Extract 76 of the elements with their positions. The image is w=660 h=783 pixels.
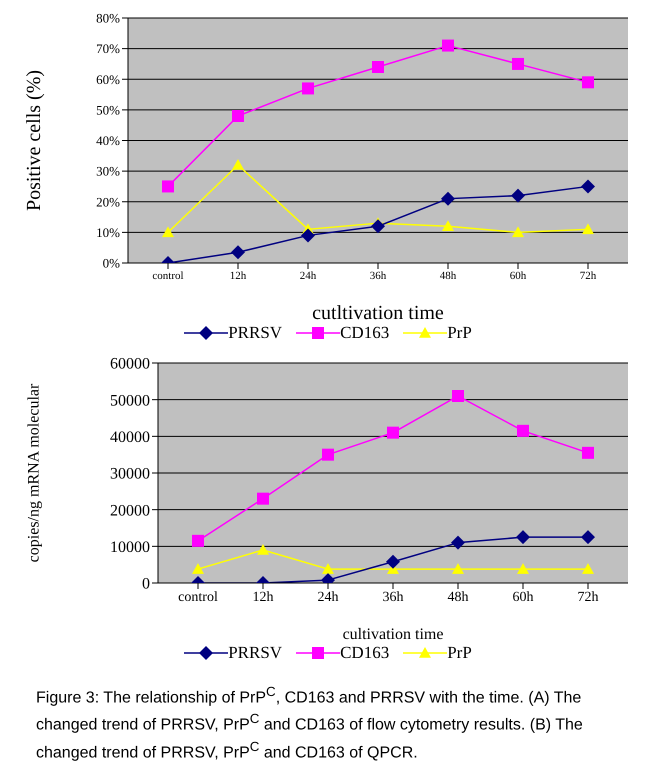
point bbox=[452, 390, 464, 402]
y-tick-label: 60% bbox=[96, 72, 120, 87]
point bbox=[512, 226, 524, 238]
x-tick-label: 24h bbox=[318, 590, 338, 605]
x-tick-label: 36h bbox=[370, 270, 387, 282]
point bbox=[257, 544, 269, 555]
point bbox=[192, 563, 204, 574]
point bbox=[582, 223, 594, 234]
x-tick-label: 24h bbox=[300, 270, 317, 282]
point bbox=[442, 40, 454, 52]
x-tick-label: 48h bbox=[440, 270, 457, 282]
point bbox=[232, 110, 244, 122]
x-tick-label: 60h bbox=[512, 590, 534, 605]
x-tick-label: 72h bbox=[578, 590, 598, 605]
point bbox=[517, 424, 529, 437]
point bbox=[512, 58, 524, 70]
x-tick-label: 36h bbox=[382, 590, 404, 605]
x-tick-label: 60h bbox=[510, 270, 527, 282]
y-tick-label: 20% bbox=[96, 194, 120, 210]
point bbox=[387, 426, 399, 439]
y-axis-title: copies/ng mRNA molecular bbox=[26, 383, 43, 562]
point bbox=[322, 563, 334, 574]
point bbox=[582, 446, 594, 459]
y-tick-label: 10% bbox=[96, 224, 120, 240]
point bbox=[511, 188, 525, 203]
point bbox=[302, 82, 314, 94]
legend-label: PrP bbox=[447, 643, 472, 663]
x-axis-title: cutltivation time bbox=[312, 302, 444, 324]
y-tick-label: 50% bbox=[96, 102, 120, 118]
y-tick-label: 30000 bbox=[110, 466, 150, 483]
x-tick-label: 72h bbox=[580, 270, 597, 282]
legend-label: PRRSV bbox=[228, 643, 282, 663]
point bbox=[371, 219, 385, 234]
point bbox=[372, 61, 384, 73]
legend-label: CD163 bbox=[340, 323, 390, 343]
point bbox=[162, 180, 174, 192]
point bbox=[452, 563, 464, 574]
point bbox=[231, 245, 245, 260]
x-tick-label: 12h bbox=[230, 270, 247, 282]
x-tick-label: control bbox=[178, 590, 218, 605]
y-tick-label: 80% bbox=[96, 10, 120, 26]
point bbox=[386, 554, 400, 569]
point bbox=[322, 448, 334, 461]
y-tick-label: 50000 bbox=[110, 392, 150, 410]
point bbox=[582, 563, 594, 574]
point bbox=[581, 179, 595, 194]
point bbox=[516, 530, 530, 544]
point bbox=[517, 563, 529, 574]
y-tick-label: 40000 bbox=[110, 429, 150, 446]
y-axis-title: Positive cells (%) bbox=[23, 70, 46, 212]
y-tick-label: 0 bbox=[142, 576, 150, 593]
point bbox=[162, 226, 174, 238]
x-tick-label: 48h bbox=[448, 590, 468, 605]
y-tick-label: 0% bbox=[102, 256, 120, 271]
point bbox=[301, 228, 315, 242]
point bbox=[232, 159, 244, 170]
point bbox=[451, 536, 465, 550]
x-tick-label: 12h bbox=[252, 590, 274, 605]
x-tick-label: control bbox=[152, 270, 184, 282]
y-tick-label: 60000 bbox=[110, 356, 150, 373]
legend-label: PrP bbox=[447, 323, 472, 343]
legend-label: PRRSV bbox=[228, 323, 282, 343]
point bbox=[192, 534, 204, 547]
point bbox=[441, 192, 455, 206]
point bbox=[442, 220, 454, 232]
point bbox=[257, 492, 269, 505]
text: Figure 3: The relationship of PrP$^{C}$, CD163 and PRRSV with the time. (A) The changed trend of PRRSV, PrP$^{C}$ and CD163 of flow cytometry results. (B) The changed trend of PRRSV, PrP$^{C}$ and CD163 of QPCR. bbox=[36, 684, 583, 761]
y-tick-label: 20000 bbox=[110, 502, 150, 520]
point bbox=[581, 530, 595, 544]
legend-label: CD163 bbox=[340, 643, 390, 663]
x-axis-title: cultivation time bbox=[342, 626, 444, 643]
y-tick-label: 70% bbox=[96, 41, 120, 56]
y-tick-label: 10000 bbox=[110, 539, 150, 556]
point bbox=[582, 76, 594, 88]
y-tick-label: 30% bbox=[96, 164, 120, 179]
y-tick-label: 40% bbox=[96, 133, 120, 148]
